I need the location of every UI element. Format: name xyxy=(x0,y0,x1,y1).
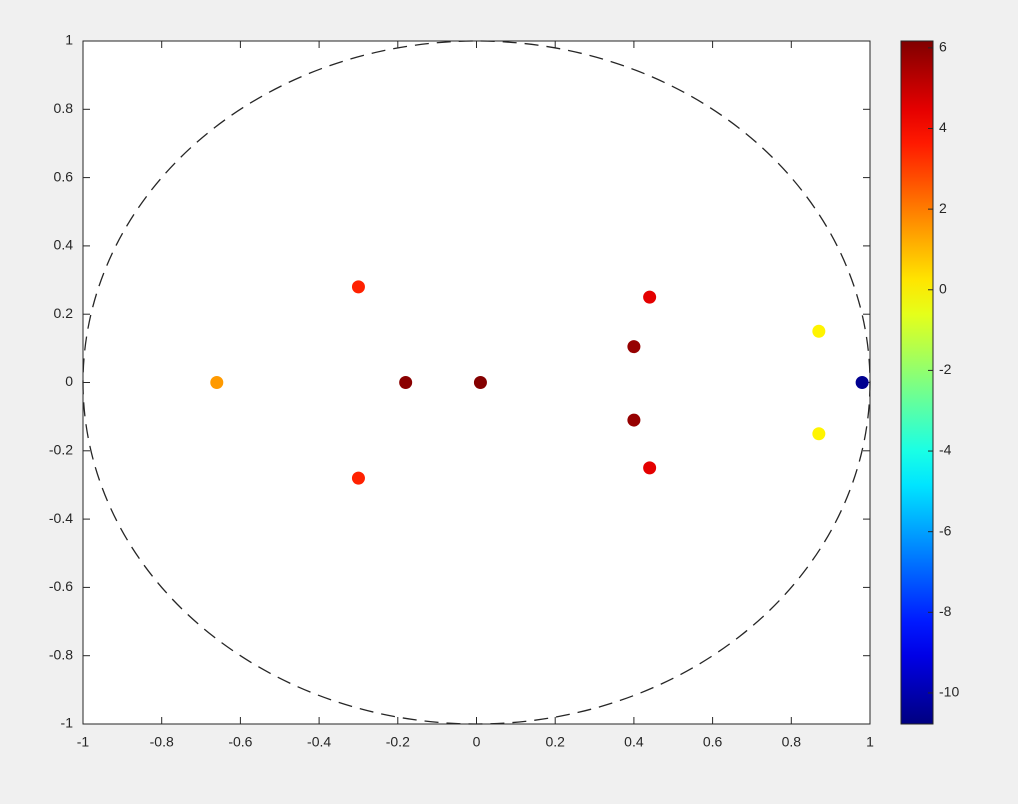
x-tick-label: 0.8 xyxy=(782,734,802,750)
x-tick-label: -1 xyxy=(77,734,90,750)
colorbar-tick-label: -4 xyxy=(939,442,952,458)
x-tick-label: 0.2 xyxy=(545,734,565,750)
x-tick-label: 0.4 xyxy=(624,734,644,750)
colorbar-tick-label: 0 xyxy=(939,280,947,296)
y-tick-label: 0.6 xyxy=(54,168,74,184)
point xyxy=(812,324,826,338)
point xyxy=(351,471,365,485)
point xyxy=(643,290,657,304)
y-tick-label: 0 xyxy=(65,373,73,389)
point xyxy=(855,376,869,389)
point xyxy=(627,340,641,354)
y-tick-label: -1 xyxy=(61,715,74,731)
x-tick-label: -0.8 xyxy=(150,734,174,750)
colorbar-tick-label: 2 xyxy=(939,200,947,216)
colorbar-tick-label: -6 xyxy=(939,522,952,538)
point xyxy=(812,427,826,441)
x-tick-label: -0.6 xyxy=(228,734,252,750)
x-tick-label: -0.2 xyxy=(386,734,410,750)
colorbar-tick-label: -10 xyxy=(939,684,959,700)
y-tick-label: -0.2 xyxy=(49,442,73,458)
colorbar-tick-label: 4 xyxy=(939,119,947,135)
unit-circle xyxy=(82,40,871,725)
colorbar xyxy=(900,40,934,725)
colorbar-tick-label: -8 xyxy=(939,603,952,619)
y-tick-label: -0.4 xyxy=(49,510,73,526)
y-tick-label: 0.8 xyxy=(54,100,74,116)
colorbar-tick-label: 6 xyxy=(939,39,947,55)
y-tick-label: 0.2 xyxy=(54,305,74,321)
x-tick-label: 0 xyxy=(473,734,481,750)
y-tick-label: -0.8 xyxy=(49,646,73,662)
point xyxy=(627,413,641,427)
y-tick-label: 1 xyxy=(65,32,73,48)
point xyxy=(399,376,413,389)
x-tick-label: 0.6 xyxy=(703,734,723,750)
point xyxy=(351,280,365,294)
point xyxy=(643,461,657,475)
point xyxy=(473,376,487,389)
x-tick-label: 1 xyxy=(866,734,874,750)
y-tick-label: -0.6 xyxy=(49,578,73,594)
colorbar-tick-label: -2 xyxy=(939,361,952,377)
point xyxy=(210,376,224,389)
x-tick-label: -0.4 xyxy=(307,734,331,750)
y-tick-label: 0.4 xyxy=(54,237,74,253)
